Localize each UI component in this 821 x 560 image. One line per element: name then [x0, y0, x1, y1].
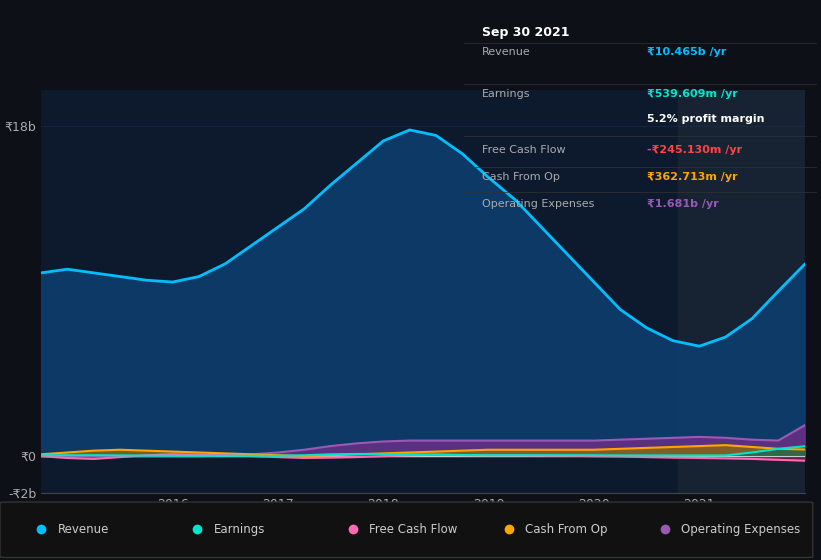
Text: Cash From Op: Cash From Op [481, 172, 559, 182]
FancyBboxPatch shape [0, 502, 813, 558]
Text: ₹1.681b /yr: ₹1.681b /yr [648, 199, 719, 209]
Text: ₹362.713m /yr: ₹362.713m /yr [648, 172, 738, 182]
Text: Earnings: Earnings [481, 89, 530, 99]
Text: Earnings: Earnings [213, 522, 265, 536]
Text: Operating Expenses: Operating Expenses [681, 522, 800, 536]
Text: Revenue: Revenue [481, 48, 530, 58]
Text: Free Cash Flow: Free Cash Flow [481, 145, 565, 155]
Bar [678, 90, 815, 493]
Text: Free Cash Flow: Free Cash Flow [369, 522, 458, 536]
Text: -₹245.130m /yr: -₹245.130m /yr [648, 145, 742, 155]
Text: ₹10.465b /yr: ₹10.465b /yr [648, 48, 727, 58]
Text: Sep 30 2021: Sep 30 2021 [481, 26, 569, 39]
Text: Revenue: Revenue [57, 522, 109, 536]
Text: ₹539.609m /yr: ₹539.609m /yr [648, 89, 738, 99]
Text: 5.2% profit margin: 5.2% profit margin [648, 114, 765, 124]
Text: Operating Expenses: Operating Expenses [481, 199, 594, 209]
Text: Cash From Op: Cash From Op [525, 522, 608, 536]
